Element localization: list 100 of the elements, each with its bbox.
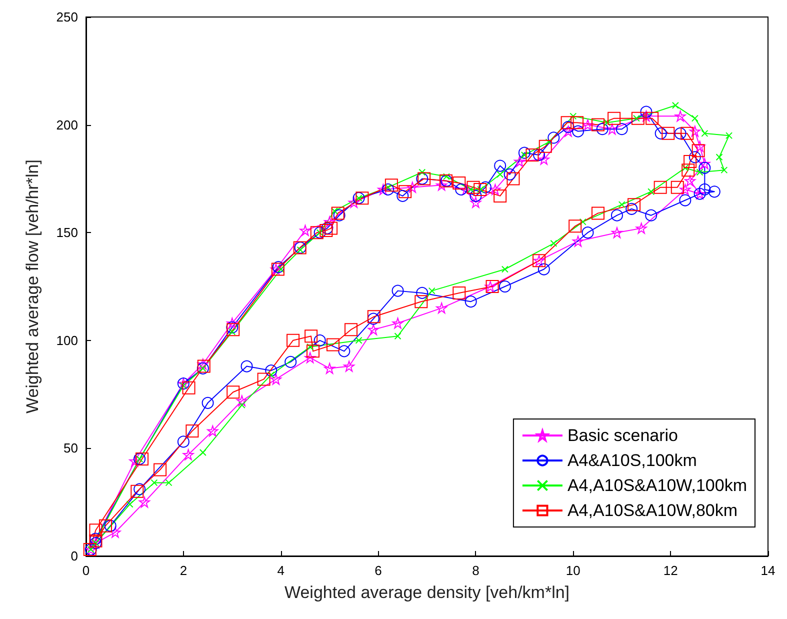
point bbox=[684, 175, 696, 186]
point bbox=[591, 118, 604, 132]
point bbox=[314, 334, 326, 346]
point bbox=[692, 144, 705, 158]
point bbox=[662, 126, 675, 140]
point bbox=[452, 286, 466, 300]
point bbox=[616, 123, 628, 136]
point bbox=[89, 524, 102, 537]
point bbox=[498, 280, 511, 292]
point bbox=[286, 334, 300, 347]
point bbox=[688, 151, 701, 164]
point bbox=[494, 189, 507, 202]
point bbox=[207, 425, 218, 436]
point bbox=[396, 190, 409, 202]
point bbox=[326, 338, 340, 352]
legend-label: A4&A10S,100km bbox=[567, 451, 697, 470]
point bbox=[545, 138, 552, 146]
point bbox=[202, 396, 214, 409]
point bbox=[674, 127, 686, 140]
point bbox=[670, 180, 684, 194]
point bbox=[610, 209, 623, 222]
point bbox=[682, 164, 695, 177]
point bbox=[398, 185, 412, 198]
point bbox=[240, 360, 253, 372]
point bbox=[494, 160, 506, 172]
point bbox=[196, 362, 209, 374]
point bbox=[701, 130, 708, 137]
point bbox=[538, 140, 552, 153]
point bbox=[414, 295, 428, 308]
point bbox=[226, 318, 238, 329]
point bbox=[596, 123, 608, 136]
point bbox=[654, 180, 667, 194]
point bbox=[470, 190, 482, 202]
point bbox=[538, 263, 550, 276]
point bbox=[506, 172, 520, 186]
y-tick-label: 50 bbox=[64, 440, 78, 456]
point bbox=[338, 345, 350, 358]
point bbox=[460, 184, 472, 195]
point bbox=[134, 483, 146, 496]
point bbox=[265, 364, 278, 377]
point bbox=[416, 172, 428, 185]
point bbox=[720, 166, 728, 174]
point bbox=[466, 180, 480, 194]
point bbox=[182, 449, 194, 460]
point bbox=[182, 381, 196, 394]
point bbox=[504, 168, 516, 180]
y-tick-label: 150 bbox=[56, 225, 78, 240]
point bbox=[257, 372, 270, 386]
point bbox=[672, 102, 679, 109]
point bbox=[518, 146, 530, 159]
point bbox=[324, 222, 338, 235]
point bbox=[300, 224, 311, 236]
point bbox=[352, 192, 365, 204]
point bbox=[134, 452, 146, 465]
point bbox=[130, 484, 144, 498]
point bbox=[355, 336, 362, 344]
point bbox=[708, 186, 720, 198]
point bbox=[680, 184, 691, 195]
point bbox=[636, 222, 647, 234]
point bbox=[177, 436, 190, 448]
y-tick-label: 200 bbox=[56, 117, 78, 132]
y-tick-label: 100 bbox=[56, 332, 78, 348]
point bbox=[526, 148, 539, 162]
legend-label: A4,A10S&A10W,100km bbox=[567, 476, 747, 495]
point bbox=[572, 236, 584, 247]
point bbox=[689, 126, 700, 137]
point bbox=[674, 110, 686, 122]
point bbox=[104, 520, 116, 532]
point bbox=[646, 112, 659, 125]
point bbox=[428, 287, 436, 294]
point bbox=[484, 281, 496, 292]
point bbox=[626, 202, 638, 215]
point bbox=[268, 371, 275, 378]
point bbox=[270, 264, 282, 275]
point bbox=[321, 222, 334, 234]
point bbox=[696, 168, 704, 176]
x-tick-label: 10 bbox=[566, 563, 580, 578]
point bbox=[197, 360, 210, 373]
point bbox=[314, 226, 326, 239]
point bbox=[98, 519, 112, 532]
point bbox=[270, 374, 282, 385]
point bbox=[150, 479, 158, 486]
point bbox=[154, 463, 167, 476]
point bbox=[604, 119, 611, 126]
point bbox=[199, 449, 206, 456]
point bbox=[562, 120, 574, 133]
point bbox=[356, 192, 369, 205]
point bbox=[726, 132, 733, 140]
point bbox=[691, 114, 698, 122]
point bbox=[418, 168, 426, 176]
x-axis-title: Weighted average density [veh/km*ln] bbox=[284, 583, 570, 602]
y-axis-title: Weighted average flow [veh/hr*ln] bbox=[23, 160, 42, 414]
point bbox=[455, 183, 468, 196]
point bbox=[436, 180, 448, 191]
point bbox=[392, 318, 404, 329]
point bbox=[344, 360, 355, 372]
point bbox=[378, 184, 389, 195]
point bbox=[442, 173, 450, 180]
point bbox=[406, 182, 418, 193]
point bbox=[464, 296, 477, 308]
